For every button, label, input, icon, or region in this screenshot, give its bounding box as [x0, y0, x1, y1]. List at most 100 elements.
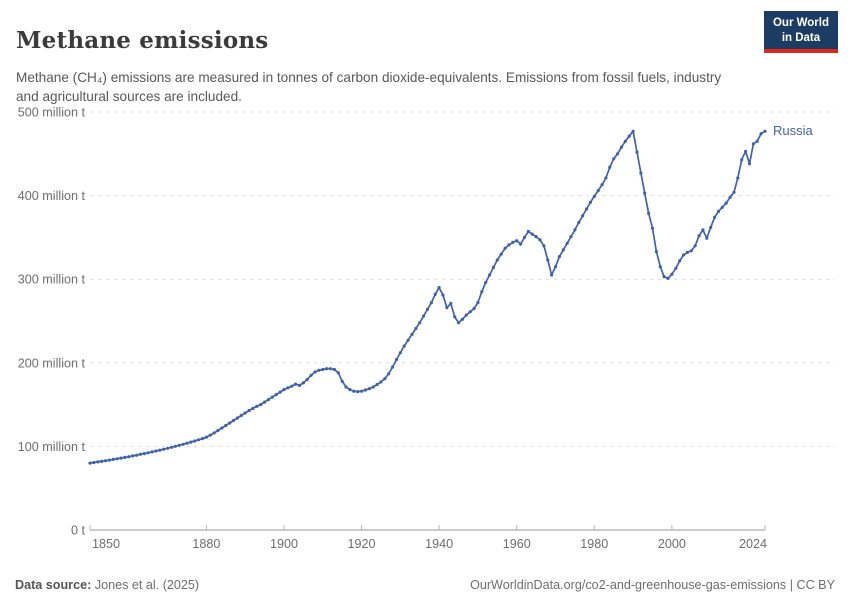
data-point-marker[interactable]: [495, 258, 499, 262]
data-point-marker[interactable]: [115, 457, 119, 461]
data-point-marker[interactable]: [200, 437, 205, 441]
data-point-marker[interactable]: [235, 416, 239, 420]
series-label-russia[interactable]: Russia: [773, 123, 813, 139]
data-point-marker[interactable]: [138, 452, 142, 456]
data-point-marker[interactable]: [375, 382, 379, 387]
data-point-marker[interactable]: [263, 400, 267, 404]
data-point-marker[interactable]: [569, 235, 573, 239]
data-point-marker[interactable]: [619, 145, 624, 149]
data-point-marker[interactable]: [224, 423, 228, 428]
data-point-marker[interactable]: [573, 228, 577, 232]
data-point-marker[interactable]: [453, 315, 457, 319]
data-point-marker[interactable]: [534, 235, 538, 239]
data-point-marker[interactable]: [681, 253, 686, 257]
data-point-marker[interactable]: [654, 250, 659, 254]
data-point-marker[interactable]: [193, 439, 197, 443]
data-point-marker[interactable]: [635, 150, 639, 154]
data-point-marker[interactable]: [103, 459, 108, 463]
data-point-marker[interactable]: [709, 225, 713, 229]
data-point-marker[interactable]: [763, 129, 767, 133]
data-point-marker[interactable]: [158, 448, 162, 452]
data-point-marker[interactable]: [131, 454, 135, 458]
data-point-marker[interactable]: [410, 332, 414, 336]
data-point-marker[interactable]: [336, 371, 340, 375]
data-point-marker[interactable]: [344, 385, 348, 389]
data-point-marker[interactable]: [484, 280, 488, 285]
data-point-marker[interactable]: [456, 321, 461, 325]
data-point-marker[interactable]: [251, 406, 255, 410]
data-point-marker[interactable]: [557, 255, 562, 259]
data-point-marker[interactable]: [255, 404, 259, 408]
data-point-marker[interactable]: [425, 307, 430, 311]
data-point-marker[interactable]: [387, 372, 391, 376]
data-point-marker[interactable]: [697, 234, 701, 238]
data-point-marker[interactable]: [239, 413, 243, 418]
data-point-marker[interactable]: [755, 139, 759, 143]
data-point-marker[interactable]: [208, 433, 212, 437]
data-point-marker[interactable]: [612, 157, 616, 161]
data-point-marker[interactable]: [305, 377, 309, 382]
data-point-marker[interactable]: [352, 389, 356, 393]
data-point-marker[interactable]: [204, 435, 208, 439]
data-point-marker[interactable]: [685, 250, 690, 254]
data-point-marker[interactable]: [274, 393, 278, 397]
data-point-marker[interactable]: [92, 460, 96, 465]
data-point-marker[interactable]: [449, 301, 453, 305]
data-point-marker[interactable]: [650, 226, 655, 230]
data-point-marker[interactable]: [480, 290, 484, 294]
data-point-marker[interactable]: [507, 243, 511, 247]
data-point-marker[interactable]: [325, 367, 329, 371]
owid-logo[interactable]: Our World in Data: [763, 11, 838, 53]
data-point-marker[interactable]: [670, 272, 674, 276]
data-point-marker[interactable]: [604, 176, 608, 180]
data-point-marker[interactable]: [623, 139, 627, 143]
license-link[interactable]: OurWorldinData.org/co2-and-greenhouse-ga…: [470, 578, 835, 592]
data-point-marker[interactable]: [154, 449, 158, 453]
data-point-marker[interactable]: [294, 382, 298, 386]
series-line[interactable]: [89, 130, 766, 464]
data-point-marker[interactable]: [383, 377, 387, 381]
data-point-marker[interactable]: [394, 357, 399, 362]
data-point-marker[interactable]: [228, 421, 232, 425]
data-point-marker[interactable]: [538, 238, 542, 242]
data-point-marker[interactable]: [181, 442, 185, 446]
data-point-marker[interactable]: [674, 266, 678, 270]
data-point-marker[interactable]: [693, 244, 697, 248]
data-point-marker[interactable]: [728, 195, 732, 199]
data-point-marker[interactable]: [553, 265, 558, 269]
data-point-marker[interactable]: [270, 395, 274, 399]
data-point-marker[interactable]: [328, 367, 333, 371]
data-point-marker[interactable]: [616, 152, 620, 156]
data-point-marker[interactable]: [441, 293, 445, 297]
data-point-marker[interactable]: [503, 246, 507, 250]
data-point-marker[interactable]: [402, 344, 406, 348]
data-point-marker[interactable]: [608, 165, 612, 169]
data-point-marker[interactable]: [422, 314, 426, 318]
data-point-marker[interactable]: [111, 457, 115, 461]
data-point-marker[interactable]: [472, 306, 476, 311]
data-point-marker[interactable]: [585, 207, 589, 211]
data-point-marker[interactable]: [581, 214, 585, 218]
data-point-marker[interactable]: [340, 379, 344, 383]
data-point-marker[interactable]: [736, 176, 740, 180]
data-point-marker[interactable]: [348, 388, 352, 392]
data-point-marker[interactable]: [511, 240, 515, 244]
data-point-marker[interactable]: [162, 447, 166, 451]
data-point-marker[interactable]: [313, 370, 317, 374]
data-point-marker[interactable]: [212, 431, 216, 435]
data-point-marker[interactable]: [565, 241, 569, 245]
data-point-marker[interactable]: [720, 205, 724, 209]
data-point-marker[interactable]: [631, 129, 635, 133]
data-point-marker[interactable]: [639, 171, 643, 175]
data-point-marker[interactable]: [216, 428, 220, 433]
data-point-marker[interactable]: [142, 452, 146, 456]
data-point-marker[interactable]: [391, 365, 395, 369]
data-point-marker[interactable]: [185, 441, 189, 445]
data-point-marker[interactable]: [367, 387, 371, 391]
data-point-marker[interactable]: [577, 220, 581, 224]
data-point-marker[interactable]: [278, 390, 282, 394]
data-point-marker[interactable]: [177, 443, 181, 447]
data-point-marker[interactable]: [519, 242, 523, 246]
data-point-marker[interactable]: [286, 386, 290, 390]
